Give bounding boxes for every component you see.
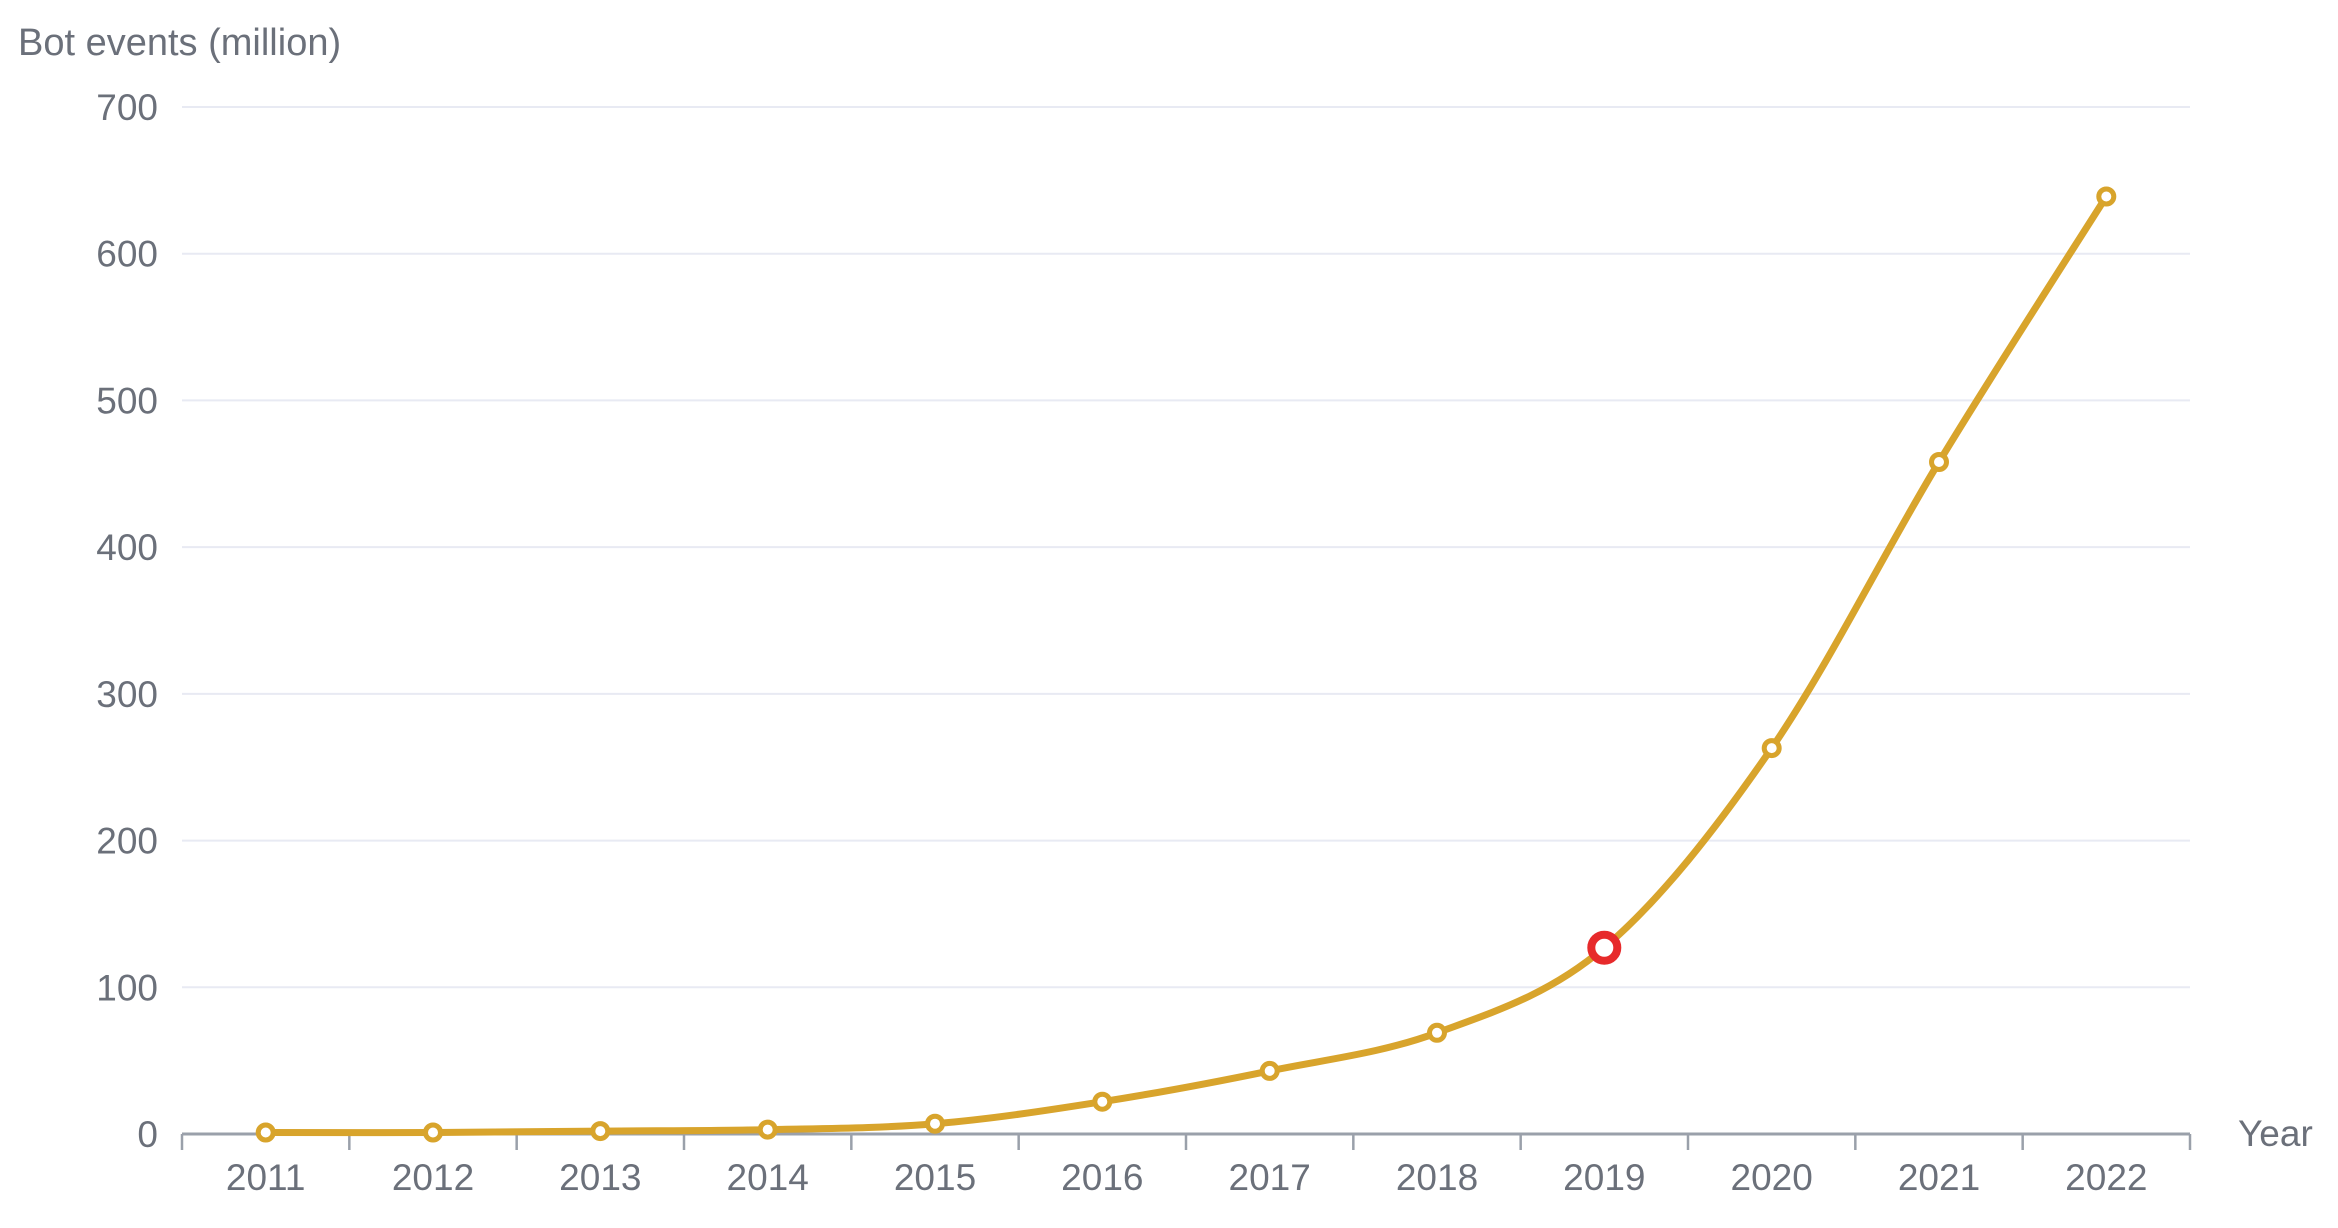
y-tick-label-700: 700 <box>96 87 158 128</box>
x-tick-label-2014: 2014 <box>727 1157 809 1198</box>
data-point-marker-2016 <box>1092 1091 1113 1112</box>
y-tick-label-0: 0 <box>137 1114 158 1155</box>
tick-labels-layer: 0 100 200 300 400 500 600 700 2011 2012 2013 2014 20… <box>96 87 2147 1198</box>
y-tick-label-500: 500 <box>96 380 158 421</box>
data-point-marker-2020 <box>1761 738 1782 759</box>
x-axis-title: Year <box>2238 1113 2313 1154</box>
x-tick-label-2015: 2015 <box>894 1157 976 1198</box>
gridlines-layer <box>182 106 2190 989</box>
data-point-marker-2017 <box>1259 1060 1280 1081</box>
data-point-marker-2013 <box>590 1121 611 1142</box>
x-tick-label-2021: 2021 <box>1898 1157 1980 1198</box>
x-tick-label-2013: 2013 <box>559 1157 641 1198</box>
x-tick-label-2012: 2012 <box>392 1157 474 1198</box>
x-tick-label-2016: 2016 <box>1061 1157 1143 1198</box>
axes-layer <box>180 1132 2192 1150</box>
highlight-marker-2019 <box>1587 930 1622 965</box>
x-tick-label-2019: 2019 <box>1563 1157 1645 1198</box>
y-tick-label-400: 400 <box>96 527 158 568</box>
data-point-marker-2018 <box>1427 1022 1447 1043</box>
data-point-marker-2022 <box>2096 186 2117 207</box>
y-tick-label-300: 300 <box>96 674 158 715</box>
x-tick-label-2017: 2017 <box>1229 1157 1311 1198</box>
series-layer <box>255 186 2117 1143</box>
y-tick-label-100: 100 <box>96 967 158 1008</box>
data-point-marker-2014 <box>757 1119 778 1140</box>
x-tick-label-2020: 2020 <box>1731 1157 1813 1198</box>
data-point-marker-2015 <box>925 1113 945 1134</box>
y-tick-label-600: 600 <box>96 234 158 275</box>
y-tick-label-200: 200 <box>96 821 158 862</box>
x-tick-label-2022: 2022 <box>2065 1157 2147 1198</box>
data-point-marker-2012 <box>423 1122 443 1143</box>
x-tick-label-2018: 2018 <box>1396 1157 1478 1198</box>
data-point-marker-2021 <box>1929 452 1949 472</box>
data-point-marker-2011 <box>255 1122 276 1143</box>
series-line-bot-events <box>262 193 2110 1137</box>
x-tick-label-2011: 2011 <box>226 1157 306 1198</box>
chart-title: Bot events (million) <box>18 22 341 64</box>
